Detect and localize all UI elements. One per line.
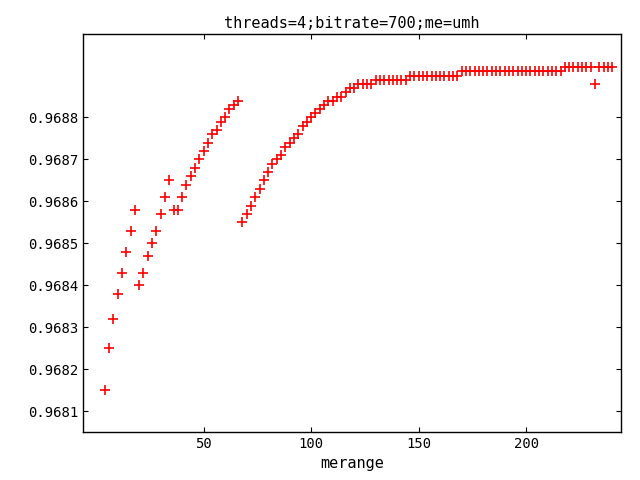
X-axis label: merange: merange xyxy=(320,456,384,471)
Title: threads=4;bitrate=700;me=umh: threads=4;bitrate=700;me=umh xyxy=(224,16,480,31)
